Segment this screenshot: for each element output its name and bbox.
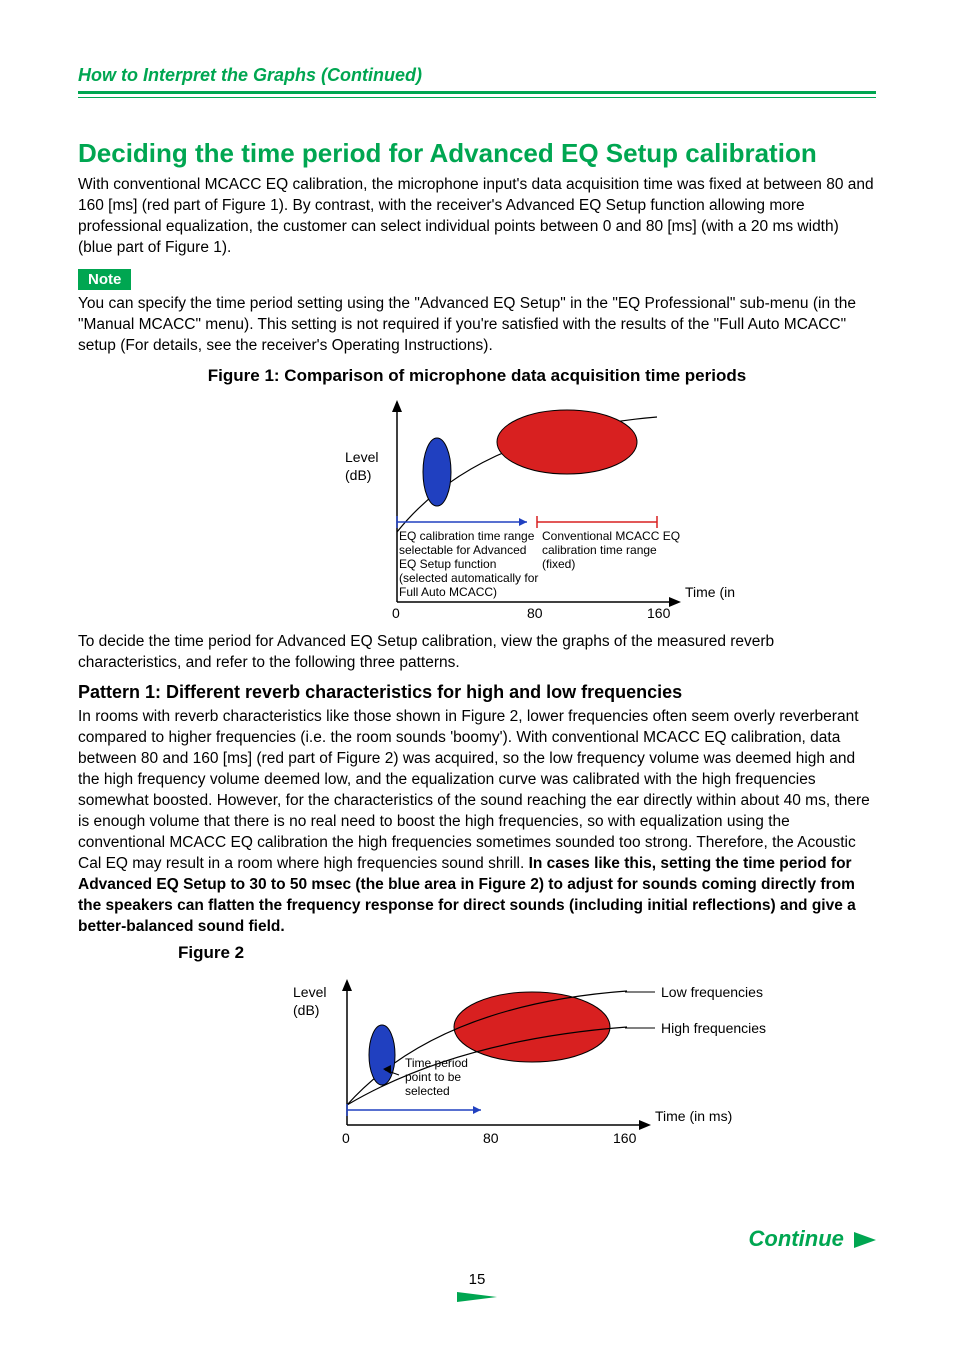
figure2-ylabel2: (dB) <box>293 1002 319 1018</box>
bridge-text: To decide the time period for Advanced E… <box>78 632 876 674</box>
figure2-title: Figure 2 <box>178 943 876 963</box>
figure2-low-label: Low frequencies <box>661 984 763 1000</box>
figure2-high-label: High frequencies <box>661 1020 766 1036</box>
pattern1-body-plain: In rooms with reverb characteristics lik… <box>78 708 870 871</box>
figure1-ylabel2: (dB) <box>345 467 371 483</box>
figure2-xtick1: 80 <box>483 1130 499 1146</box>
section-title: Deciding the time period for Advanced EQ… <box>78 138 876 169</box>
pattern1-body: In rooms with reverb characteristics lik… <box>78 707 876 937</box>
figure1-leftlabel3: (selected automatically for <box>399 571 538 585</box>
figure1-rightlabel0: Conventional MCACC EQ <box>542 529 680 543</box>
figure1-rightlabel1: calibration time range <box>542 543 657 557</box>
page-number: 15 <box>0 1271 954 1288</box>
figure1-title: Figure 1: Comparison of microphone data … <box>78 366 876 386</box>
figure2-ylabel1: Level <box>293 984 326 1000</box>
page-arrow-icon <box>457 1292 497 1302</box>
note-badge: Note <box>78 269 131 290</box>
figure2-xtick2: 160 <box>613 1130 637 1146</box>
continue-label: Continue <box>749 1226 844 1251</box>
continue-arrow-icon <box>854 1232 876 1248</box>
figure1-xlabel: Time (in ms) <box>685 584 737 600</box>
figure1-leftlabel1: selectable for Advanced <box>399 543 526 557</box>
figure2-timelabel0: Time period <box>405 1056 468 1070</box>
figure2-xtick0: 0 <box>342 1130 350 1146</box>
figure1-leftlabel0: EQ calibration time range <box>399 529 535 543</box>
figure2-svg: Time period point to be selected Low fre… <box>157 969 797 1159</box>
figure1-svg: Level (dB) Time (in ms) 0 80 160 EQ cali… <box>217 392 737 632</box>
figure1-ylabel1: Level <box>345 449 378 465</box>
figure2-xlabel: Time (in ms) <box>655 1108 732 1124</box>
note-text: You can specify the time period setting … <box>78 294 876 357</box>
pattern1-title: Pattern 1: Different reverb characterist… <box>78 682 876 703</box>
figure2-timelabel2: selected <box>405 1084 450 1098</box>
figure1-xtick1: 80 <box>527 605 543 621</box>
figure1-leftlabel2: EQ Setup function <box>399 557 496 571</box>
header-title: How to Interpret the Graphs (Continued) <box>78 65 876 86</box>
figure2-timelabel1: point to be <box>405 1070 461 1084</box>
intro-paragraph: With conventional MCACC EQ calibration, … <box>78 175 876 259</box>
figure1-rightlabel2: (fixed) <box>542 557 575 571</box>
figure1-xtick2: 160 <box>647 605 671 621</box>
figure1-leftlabel4: Full Auto MCACC) <box>399 585 497 599</box>
header-rule <box>78 91 876 98</box>
continue-link[interactable]: Continue <box>749 1226 876 1252</box>
figure1-xtick0: 0 <box>392 605 400 621</box>
